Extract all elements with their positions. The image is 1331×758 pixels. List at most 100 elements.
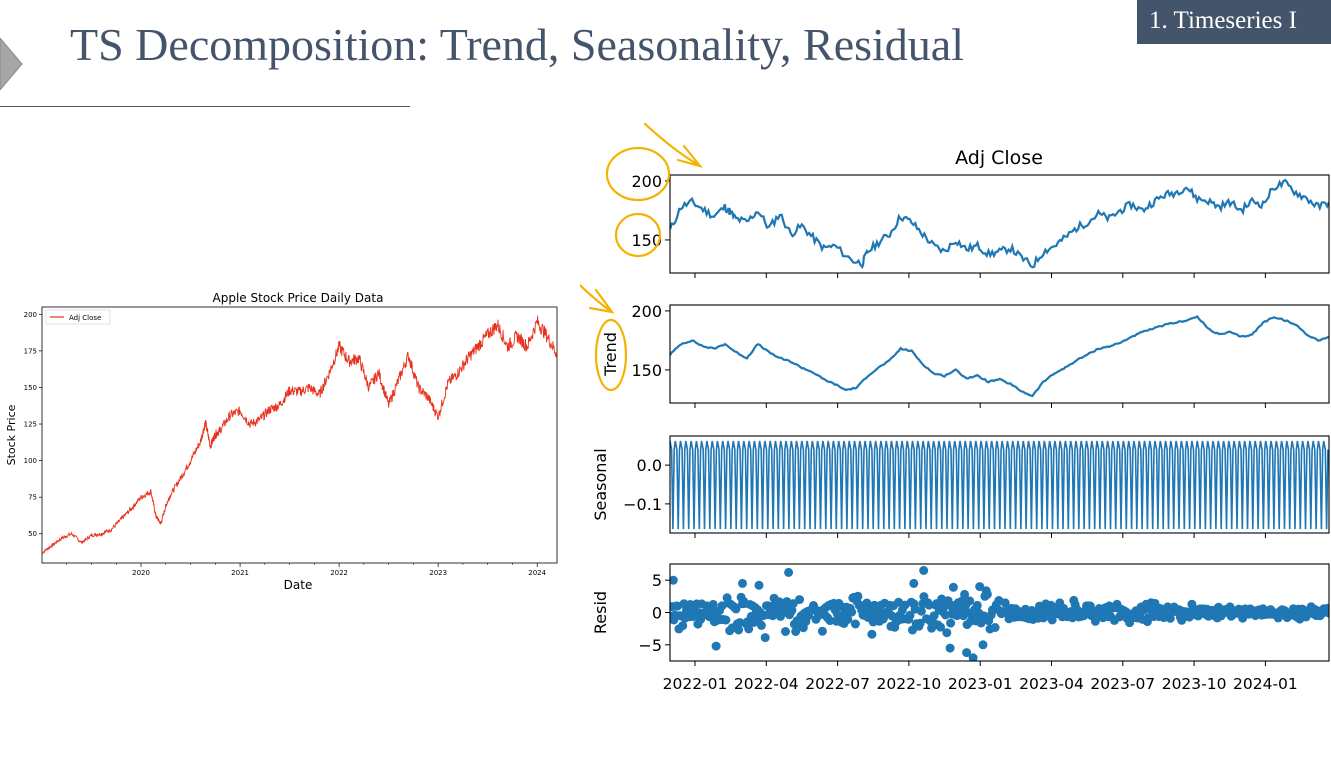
x-tick-label: 2022-10 [877,675,942,693]
resid-outlier [945,643,955,653]
resid-point [905,610,915,620]
panel-resid: 5 0 −5 Resid [591,563,1330,666]
section-tag: 1. Timeseries I [1137,0,1331,44]
resid-point [960,589,970,599]
panel-plot [670,440,1329,530]
chevron-icon [0,38,23,90]
ink-circle-150 [614,212,662,258]
x-tick-label: 2022-01 [663,675,728,693]
resid-point [678,621,688,631]
resid-outlier [784,567,794,577]
y-tick-label: 75 [28,494,37,502]
x-tick-label: 2021 [231,569,249,577]
resid-outlier [948,582,958,592]
y-axis-label: Resid [591,591,610,634]
y-tick-label: 125 [24,421,37,429]
x-axis-label: Date [284,578,313,592]
x-tick-label: 2022 [330,569,348,577]
resid-point [965,596,975,606]
resid-point [1177,615,1187,625]
panel-plot [670,566,1329,661]
x-tick-label: 2024 [528,569,546,577]
y-axis: 50 75 100 125 150 175 200 [24,311,42,538]
resid-point [1000,598,1010,608]
x-tick-label: 2022-07 [805,675,870,693]
x-axis: 2020 2021 2022 2023 2024 [66,563,547,577]
resid-outlier [975,582,985,592]
panel-frame [669,563,1330,662]
resid-point [1324,608,1329,618]
resid-point [915,618,925,628]
y-tick-label: 175 [24,347,37,355]
resid-point [867,629,877,639]
series-line [670,314,1329,398]
y-tick-label: 5 [652,571,662,590]
y-tick-label: −5 [638,636,662,655]
y-tick-label: 100 [24,457,37,465]
resid-point [1085,601,1095,611]
resid-point [982,589,992,599]
seasonal-line [670,440,1329,530]
resid-point [850,619,860,629]
slide-title: TS Decomposition: Trend, Seasonality, Re… [70,19,964,70]
adj-close-line [41,315,558,555]
y-tick-label: 150 [631,361,662,380]
resid-point [768,611,778,621]
y-tick-label: 0 [652,604,662,623]
resid-outlier [919,566,929,575]
y-axis-label: Seasonal [591,448,610,520]
y-tick-label: 200 [24,311,37,319]
resid-outlier [711,641,721,651]
resid-point [781,627,790,636]
y-tick-label: 150 [631,231,662,250]
resid-point [847,607,857,617]
y-tick-label: −0.1 [623,495,662,514]
resid-point [916,606,926,616]
panel-plot [670,314,1329,398]
x-tick-label: 2022-04 [734,675,799,693]
resid-point [791,627,801,636]
decomp-title: Adj Close [955,147,1043,169]
annotation-ink [580,122,703,392]
resid-point [936,622,945,632]
title-divider [0,106,410,107]
decomposition-chart: Adj Close 150 200 150 200 Trend 0.0 −0.1 Season… [580,122,1330,693]
y-axis-label: Stock Price [5,404,18,465]
panel-seasonal: 0.0 −0.1 Seasonal [591,435,1330,538]
x-tick-label: 2023-04 [1019,675,1084,693]
shared-x-axis: 2022-01 2022-04 2022-07 2022-10 2023-01 2023-… [663,675,1298,693]
y-tick-label: 200 [631,172,662,191]
panel-frame [669,174,1330,274]
series-adj-close [41,315,558,555]
resid-point [760,633,770,643]
legend: Adj Close [45,309,111,325]
resid-point [817,626,827,636]
resid-outlier [670,575,678,585]
ink-circle-trend [594,318,628,392]
panel-frame [669,304,1330,404]
resid-outlier [968,653,978,661]
resid-outlier [738,578,747,588]
x-tick-label: 2023-01 [948,675,1013,693]
x-tick-label: 2023-07 [1090,675,1155,693]
resid-outlier [978,640,988,650]
resid-point [946,618,956,628]
panel-plot [670,178,1329,270]
legend-label: Adj Close [69,314,101,322]
legend-box [45,309,111,325]
series-line [670,178,1329,270]
resid-point [795,595,804,605]
x-tick-label: 2020 [132,569,150,577]
y-tick-label: 200 [631,302,662,321]
y-tick-label: 0.0 [637,456,662,475]
resid-point [721,615,731,625]
x-tick-label: 2024-01 [1233,675,1298,693]
y-tick-label: 150 [24,384,37,392]
apple-stock-chart: Apple Stock Price Daily Data 50 75 100 125 1… [5,291,558,592]
resid-point [731,604,741,614]
panel-trend: 150 200 Trend [601,302,1330,408]
plot-frame [41,306,558,564]
chart-title: Apple Stock Price Daily Data [213,291,384,305]
resid-point [843,615,853,624]
resid-point [756,620,766,630]
